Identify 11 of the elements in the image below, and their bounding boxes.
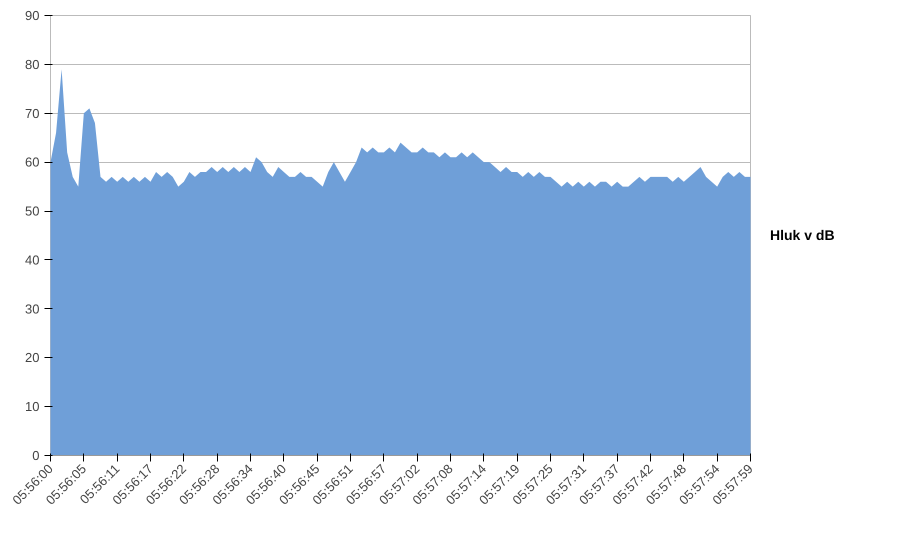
y-tick-label: 0 — [32, 448, 40, 463]
y-tick-label: 50 — [25, 204, 40, 219]
series-label: Hluk v dB — [770, 226, 835, 245]
y-tick-label: 40 — [25, 252, 40, 268]
y-tick-label: 20 — [25, 350, 40, 366]
y-tick-label: 60 — [25, 154, 40, 170]
y-tick-label: 10 — [25, 399, 40, 414]
y-tick-label: 90 — [25, 8, 40, 23]
y-tick-label: 80 — [25, 56, 40, 72]
y-tick-label: 30 — [25, 301, 40, 316]
y-tick-label: 70 — [25, 106, 40, 121]
